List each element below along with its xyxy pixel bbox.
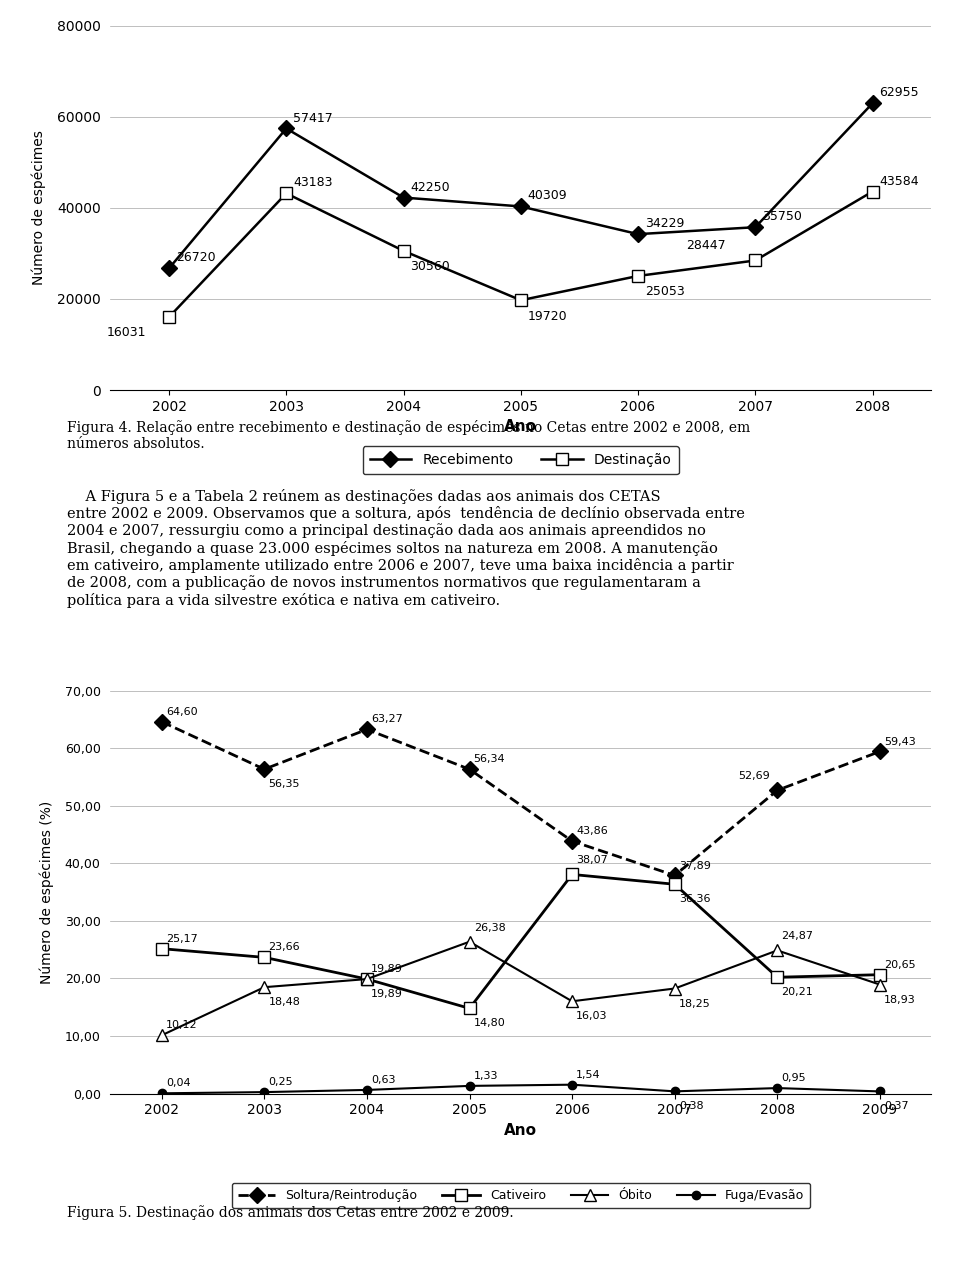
Text: 34229: 34229 bbox=[645, 217, 684, 230]
Text: 52,69: 52,69 bbox=[738, 771, 770, 781]
Text: 1,33: 1,33 bbox=[473, 1071, 498, 1081]
Text: 24,87: 24,87 bbox=[781, 931, 813, 941]
Text: 56,35: 56,35 bbox=[269, 779, 300, 789]
Text: 14,80: 14,80 bbox=[473, 1018, 505, 1028]
Text: 36,36: 36,36 bbox=[679, 894, 710, 904]
Text: 0,04: 0,04 bbox=[166, 1078, 190, 1088]
Text: 62955: 62955 bbox=[879, 86, 919, 100]
Text: 43584: 43584 bbox=[879, 174, 919, 188]
Text: 10,12: 10,12 bbox=[166, 1021, 198, 1031]
Text: 43183: 43183 bbox=[293, 177, 333, 189]
Text: 26720: 26720 bbox=[176, 252, 216, 265]
Text: 56,34: 56,34 bbox=[473, 755, 505, 765]
Text: 0,37: 0,37 bbox=[884, 1101, 909, 1111]
Text: 63,27: 63,27 bbox=[372, 715, 403, 724]
Text: 16,03: 16,03 bbox=[576, 1012, 608, 1022]
Text: 20,21: 20,21 bbox=[781, 987, 813, 998]
X-axis label: Ano: Ano bbox=[504, 420, 538, 435]
Text: 28447: 28447 bbox=[685, 239, 726, 252]
Text: 19,89: 19,89 bbox=[372, 964, 403, 975]
Text: 43,86: 43,86 bbox=[576, 826, 608, 836]
Text: 40309: 40309 bbox=[528, 189, 567, 202]
Text: 38,07: 38,07 bbox=[576, 856, 608, 866]
Text: 19,89: 19,89 bbox=[372, 989, 403, 999]
Text: 1,54: 1,54 bbox=[576, 1069, 601, 1079]
Legend: Soltura/Reintrodução, Cativeiro, Óbito, Fuga/Evasão: Soltura/Reintrodução, Cativeiro, Óbito, … bbox=[231, 1183, 810, 1209]
Text: 26,38: 26,38 bbox=[473, 922, 505, 932]
Y-axis label: Número de espécimes: Número de espécimes bbox=[31, 130, 46, 285]
Text: 0,25: 0,25 bbox=[269, 1077, 293, 1087]
Text: A Figura 5 e a Tabela 2 reúnem as destinações dadas aos animais dos CETAS
entre : A Figura 5 e a Tabela 2 reúnem as destin… bbox=[67, 489, 745, 608]
Text: 25053: 25053 bbox=[645, 285, 684, 298]
Text: 20,65: 20,65 bbox=[884, 959, 916, 969]
Text: 25,17: 25,17 bbox=[166, 934, 198, 944]
Text: 37,89: 37,89 bbox=[679, 861, 710, 871]
X-axis label: Ano: Ano bbox=[504, 1123, 538, 1138]
Text: 59,43: 59,43 bbox=[884, 737, 916, 747]
Text: 42250: 42250 bbox=[411, 180, 450, 193]
Text: Figura 4. Relação entre recebimento e destinação de espécimes no Cetas entre 200: Figura 4. Relação entre recebimento e de… bbox=[67, 420, 751, 450]
Text: 18,93: 18,93 bbox=[884, 995, 916, 1004]
Text: 0,63: 0,63 bbox=[372, 1074, 396, 1085]
Text: 64,60: 64,60 bbox=[166, 707, 198, 716]
Text: 57417: 57417 bbox=[293, 111, 333, 124]
Text: 19720: 19720 bbox=[528, 310, 567, 322]
Y-axis label: Número de espécimes (%): Número de espécimes (%) bbox=[39, 801, 54, 984]
Text: 35750: 35750 bbox=[762, 210, 803, 224]
Text: 16031: 16031 bbox=[107, 326, 146, 339]
Text: Figura 5. Destinação dos animais dos Cetas entre 2002 e 2009.: Figura 5. Destinação dos animais dos Cet… bbox=[67, 1205, 514, 1220]
Text: 0,38: 0,38 bbox=[679, 1101, 704, 1111]
Text: 18,48: 18,48 bbox=[269, 998, 300, 1008]
Text: 0,95: 0,95 bbox=[781, 1073, 806, 1083]
Legend: Recebimento, Destinação: Recebimento, Destinação bbox=[363, 446, 679, 475]
Text: 18,25: 18,25 bbox=[679, 999, 710, 1009]
Text: 23,66: 23,66 bbox=[269, 943, 300, 953]
Text: 30560: 30560 bbox=[411, 261, 450, 274]
